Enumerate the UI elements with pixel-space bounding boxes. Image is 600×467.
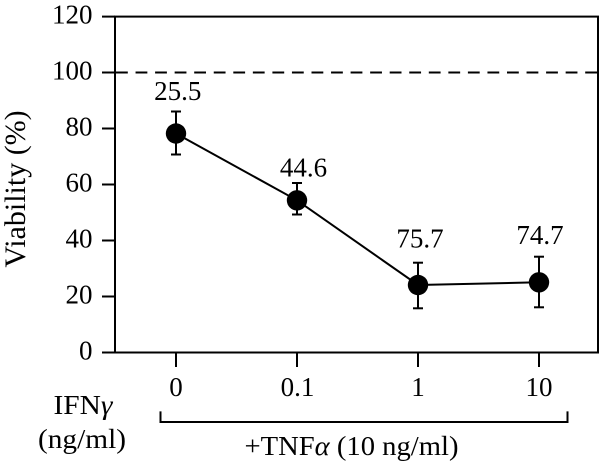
svg-text:60: 60 — [66, 168, 93, 198]
svg-text:10: 10 — [526, 372, 553, 402]
svg-text:74.7: 74.7 — [516, 220, 563, 250]
svg-text:1: 1 — [411, 372, 425, 402]
svg-text:80: 80 — [66, 112, 93, 142]
svg-text:40: 40 — [66, 224, 93, 254]
svg-text:0.1: 0.1 — [281, 372, 315, 402]
svg-text:120: 120 — [52, 0, 93, 30]
svg-text:Viability (%): Viability (%) — [0, 110, 32, 267]
svg-text:75.7: 75.7 — [396, 223, 443, 253]
svg-text:0: 0 — [79, 336, 93, 366]
svg-text:100: 100 — [52, 56, 93, 86]
svg-text:20: 20 — [66, 280, 93, 310]
svg-text:(ng/ml): (ng/ml) — [38, 424, 126, 454]
svg-text:25.5: 25.5 — [154, 76, 201, 106]
svg-text:0: 0 — [169, 372, 183, 402]
svg-text:44.6: 44.6 — [280, 153, 327, 183]
